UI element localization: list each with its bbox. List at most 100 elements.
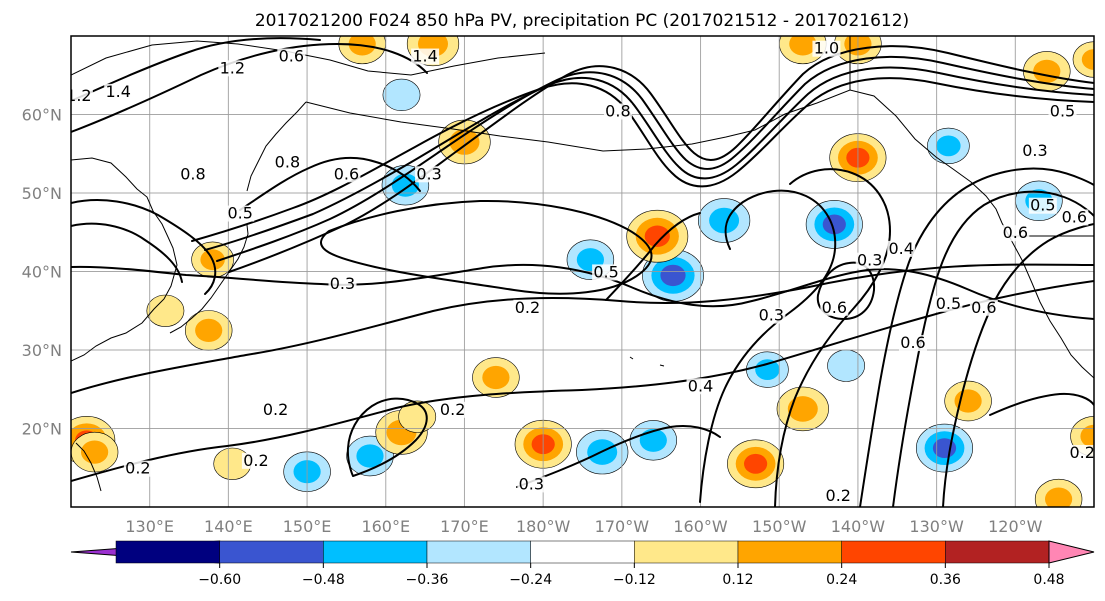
contour-label-bg-21 (1060, 209, 1089, 226)
contour-label-15: 0.6 (900, 333, 925, 352)
pv-contour-south-east (516, 425, 721, 488)
colorbar-tick-label-2: −0.36 (406, 572, 449, 588)
contour-label-bg-29 (277, 48, 306, 65)
pv-contour-kamchatka (239, 157, 421, 211)
contour-label-bg-3 (438, 401, 467, 418)
pv-contour-west-1 (71, 199, 217, 295)
lon-tick-label-170: 170°E (440, 517, 489, 536)
colorbar-bin-8 (841, 540, 946, 564)
contour-label-bg-11 (757, 307, 786, 324)
contour-label-bg-27 (603, 103, 632, 120)
precip-anomaly-10-level-1 (639, 428, 667, 452)
contour-label-bg-26 (226, 205, 255, 222)
precip-anomaly-29-level-0 (382, 78, 421, 111)
contour-label-bg-33 (104, 83, 133, 100)
contour-label-28: 1.0 (814, 39, 839, 58)
contour-label-22: 0.3 (416, 164, 441, 183)
pv-contour-south-loop (346, 397, 428, 477)
contour-label-bg-17 (969, 299, 998, 316)
precip-anomaly-37-level-1 (195, 318, 223, 342)
contour-label-26: 0.5 (227, 204, 252, 223)
contour-label-bg-19 (1028, 197, 1057, 214)
lon-tick-label-240: 120°W (988, 517, 1043, 536)
coastline-kamchatka (246, 101, 307, 192)
lon-tick-label-220: 140°W (831, 517, 886, 536)
colorbar-tick-label-7: 0.36 (930, 572, 961, 588)
contour-label-9: 0.2 (826, 486, 851, 505)
contour-label-0: 0.2 (125, 459, 150, 478)
contour-label-bg-10 (1068, 444, 1094, 461)
contour-label-27: 0.8 (605, 102, 630, 121)
precip-anomaly-25-level-1 (936, 135, 961, 157)
lon-tick-label-210: 150°W (752, 517, 807, 536)
lat-tick-label-30: 30°N (22, 341, 62, 360)
pv-contour-far-east-loop (989, 392, 1094, 416)
lon-tick-label-230: 130°W (909, 517, 964, 536)
pv-contour-0.5-ridge (859, 167, 1094, 507)
contour-label-18: 0.6 (1003, 223, 1028, 242)
pv-contour-0.2-mid (71, 263, 1094, 394)
pv-contour-1.0-jet (204, 66, 1094, 251)
contour-label-13: 0.3 (857, 251, 882, 270)
pv-contour-0.6-ridge (892, 190, 1094, 507)
precip-anomaly-11-level-2 (744, 453, 768, 474)
contour-label-bg-32 (71, 87, 93, 104)
colorbar-tick-label-4: −0.12 (613, 572, 656, 588)
contour-label-bg-2 (261, 401, 290, 418)
contour-label-bg-12 (820, 299, 849, 316)
contour-label-bg-23 (332, 166, 361, 183)
coastline-japan (169, 224, 249, 334)
lat-tick-label-60: 60°N (22, 106, 62, 125)
contour-label-33: 1.4 (105, 82, 130, 101)
contour-label-16: 0.5 (936, 294, 961, 313)
contour-label-bg-7 (592, 264, 621, 281)
lat-tick-label-20: 20°N (22, 420, 62, 439)
contour-label-bg-1 (241, 452, 270, 469)
colorbar-bin-7 (737, 540, 842, 564)
coastline-north-america (1008, 235, 1094, 379)
colorbar-tick-label-5: 0.12 (722, 572, 753, 588)
precip-anomaly-23-level-2 (822, 214, 846, 235)
contour-label-20: 0.3 (1022, 141, 1047, 160)
contour-label-21: 0.6 (1062, 207, 1087, 226)
contour-label-bg-20 (1020, 142, 1049, 159)
precip-anomaly-4-level-1 (356, 444, 384, 468)
precip-anomaly-38-level-0 (146, 294, 185, 327)
lat-tick-label-50: 50°N (22, 184, 62, 203)
contour-label-bg-15 (899, 335, 928, 352)
contour-label-31: 1.4 (412, 47, 437, 66)
contour-label-bg-24 (273, 154, 302, 171)
contour-label-3: 0.2 (440, 400, 465, 419)
contour-label-4: 0.3 (519, 474, 544, 493)
contour-label-11: 0.3 (759, 306, 784, 325)
contour-label-bg-4 (517, 476, 546, 493)
map-frame (70, 35, 1095, 508)
precip-anomaly-32-level-1 (789, 36, 817, 56)
pv-contour-0.3-ring (320, 199, 653, 295)
contour-label-6: 0.3 (330, 274, 355, 293)
coastline-siberia (71, 40, 546, 76)
precip-anomaly-13-level-1 (755, 359, 780, 380)
contour-label-19: 0.5 (1030, 196, 1055, 215)
colorbar-tick-label-3: −0.24 (509, 572, 552, 588)
contour-label-bg-28 (812, 40, 841, 57)
pv-contour-central-0.4 (605, 212, 701, 301)
contour-label-bg-8 (686, 378, 715, 395)
colorbar-bin-4 (426, 540, 531, 564)
contour-label-35: 0.4 (1097, 94, 1105, 113)
colorbar-tick-label-1: −0.48 (302, 572, 345, 588)
precip-anomaly-18-level-1 (1080, 424, 1094, 448)
contour-label-bg-13 (855, 252, 884, 269)
contour-label-10: 0.2 (1069, 443, 1094, 462)
contour-label-34: 0.5 (1050, 102, 1075, 121)
colorbar-bin-6 (634, 540, 739, 564)
contour-label-17: 0.6 (971, 298, 996, 317)
contour-label-1: 0.2 (243, 451, 268, 470)
contour-label-bg-5 (513, 299, 542, 316)
contour-label-bg-31 (411, 48, 440, 65)
contour-label-bg-35 (1096, 96, 1105, 112)
contour-label-bg-0 (123, 460, 152, 477)
lon-tick-label-150: 150°E (283, 517, 332, 536)
lon-tick-label-180: 180°W (516, 517, 571, 536)
